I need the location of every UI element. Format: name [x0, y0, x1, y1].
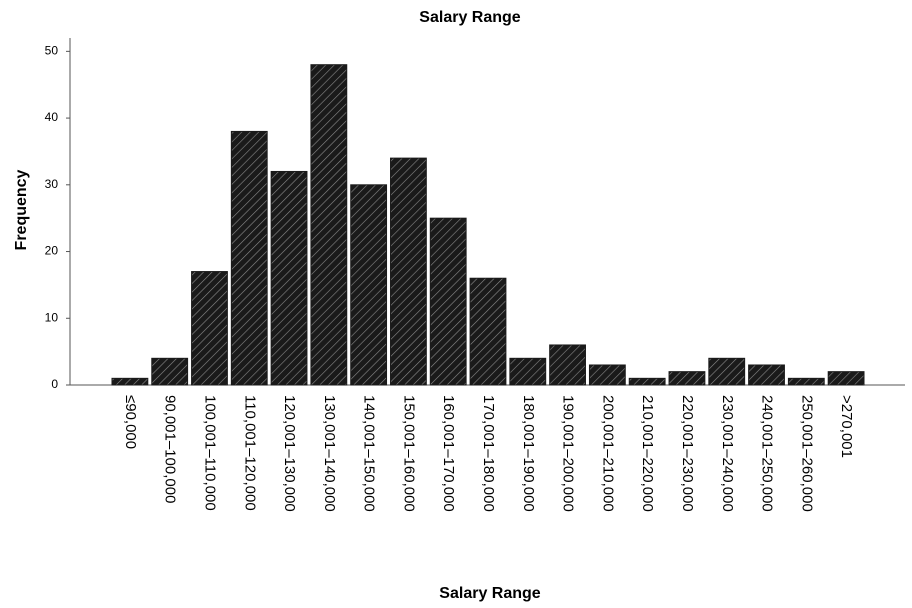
bar [111, 377, 149, 386]
bar [628, 377, 666, 386]
x-tick-label: 170,001–180,000 [480, 395, 497, 512]
y-tick-label: 20 [45, 244, 59, 258]
x-tick-label: 140,001–150,000 [361, 395, 378, 512]
y-tick-label: 10 [45, 310, 59, 324]
bar [390, 157, 427, 386]
x-tick-label: 120,001–130,000 [281, 395, 298, 512]
x-tick-label: 220,001–230,000 [679, 395, 696, 512]
chart-title: Salary Range [419, 9, 520, 26]
y-tick-label: 0 [51, 377, 58, 391]
bar [827, 371, 865, 386]
y-tick-label: 50 [45, 44, 59, 58]
y-tick-label: 40 [45, 110, 59, 124]
x-tick-label: 180,001–190,000 [520, 395, 537, 512]
x-tick-label: 200,001–210,000 [599, 395, 616, 512]
y-axis-title: Frequency [13, 169, 30, 250]
x-tick-label: 250,001–260,000 [798, 395, 815, 512]
bar [588, 364, 626, 386]
x-axis-title: Salary Range [439, 585, 540, 602]
x-tick-label: 90,001–100,000 [162, 395, 179, 503]
x-tick-label: 230,001–240,000 [719, 395, 736, 512]
bar [429, 217, 467, 386]
x-tick-label: 110,001–120,000 [241, 395, 258, 511]
bar [270, 170, 308, 386]
x-tick-label: >270,001 [838, 395, 855, 458]
x-tick-label: 100,001–110,000 [202, 395, 219, 511]
x-tick-label: 130,001–140,000 [321, 395, 338, 512]
x-tick-label: ≤90,000 [122, 395, 139, 449]
bar [787, 377, 825, 386]
bar [668, 371, 706, 386]
bar [549, 344, 586, 386]
bar [310, 64, 348, 386]
y-tick-label: 30 [45, 177, 59, 191]
x-tick-label: 210,001–220,000 [639, 395, 656, 512]
bar [151, 357, 189, 386]
bar [469, 277, 507, 386]
x-tick-label: 240,001–250,000 [759, 395, 776, 512]
x-tick-label: 150,001–160,000 [400, 395, 417, 512]
bar [191, 271, 228, 386]
bar [509, 357, 547, 386]
bar [708, 357, 746, 386]
bar [748, 364, 785, 386]
x-tick-label: 190,001–200,000 [560, 395, 577, 512]
bar [230, 130, 268, 386]
x-tick-label: 160,001–170,000 [440, 395, 457, 512]
bar [350, 184, 388, 386]
